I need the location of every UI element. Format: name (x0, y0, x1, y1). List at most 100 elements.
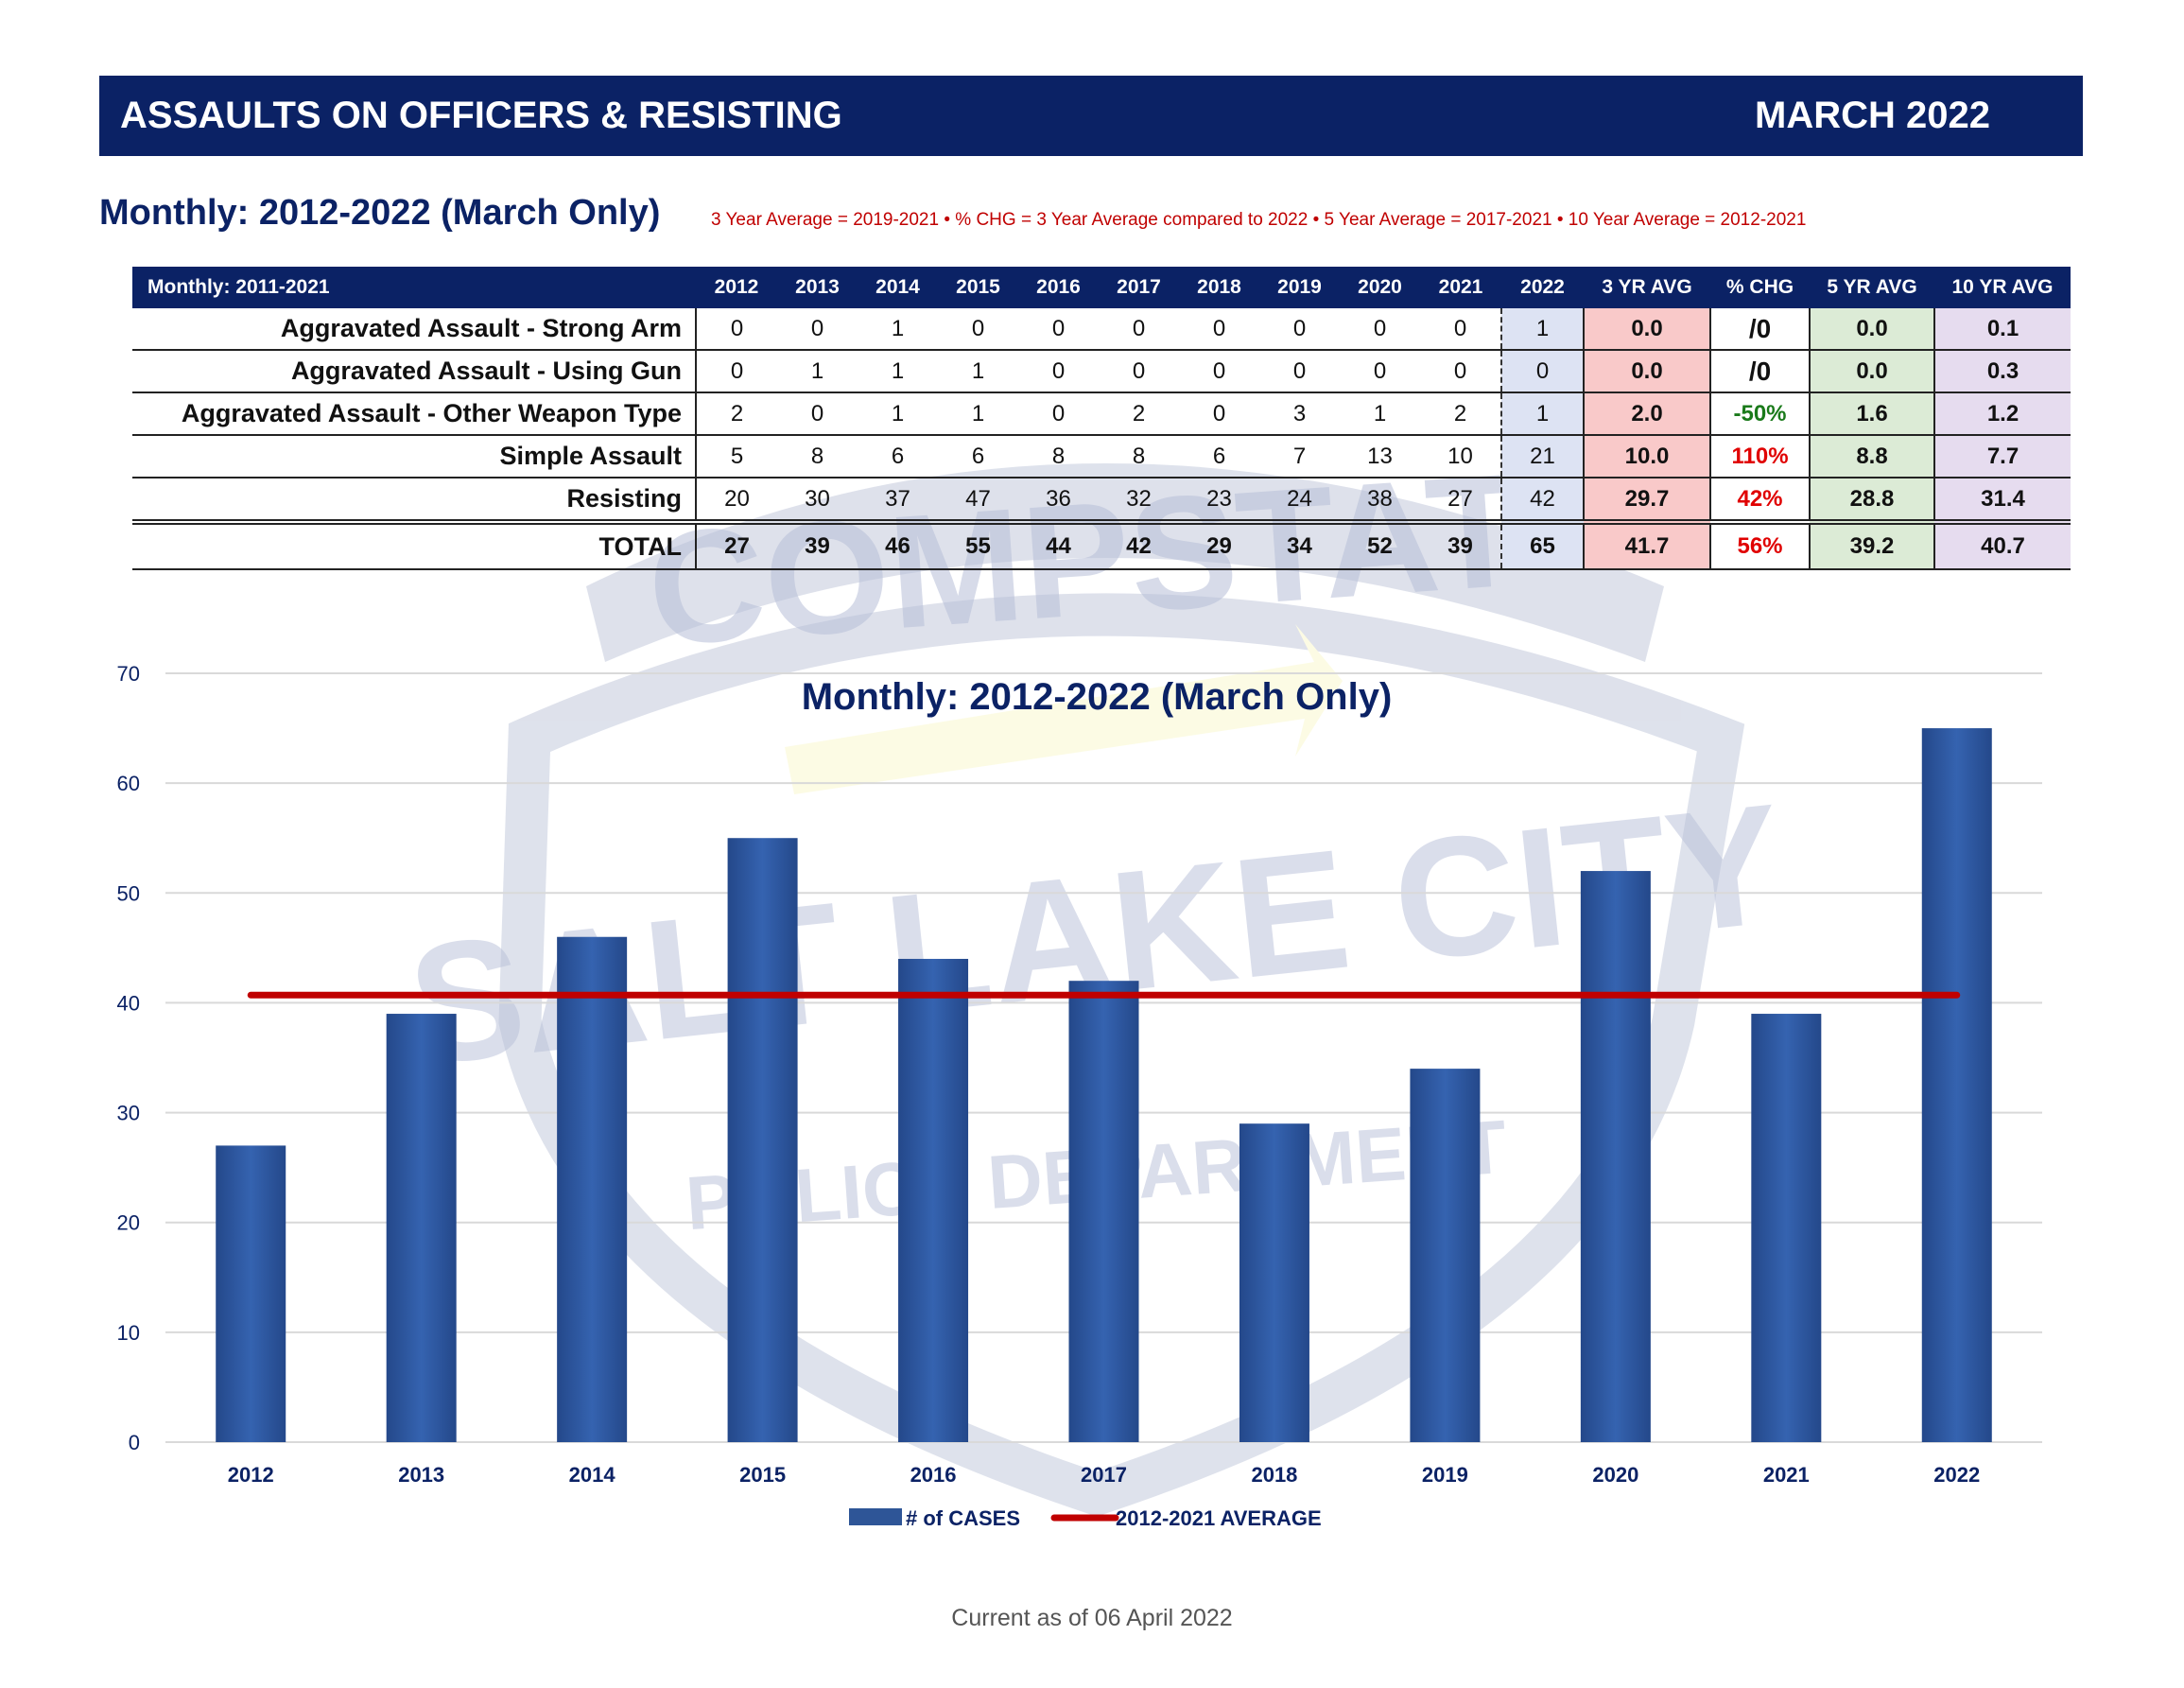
y-tick-label: 40 (117, 991, 140, 1015)
col-header: 2022 (1501, 267, 1584, 308)
year-cell: 0 (1179, 392, 1259, 436)
table-row: Aggravated Assault - Other Weapon Type 2 0… (132, 392, 2071, 436)
y-tick-label: 60 (117, 772, 140, 795)
year-cell: 0 (1500, 350, 1585, 393)
year-cell: 7 (1259, 435, 1340, 479)
year-cell: 0 (1018, 350, 1099, 393)
year-cell: 0 (777, 392, 858, 436)
legend-cases-swatch (849, 1508, 902, 1525)
report-title: ASSAULTS ON OFFICERS & RESISTING (120, 95, 842, 136)
stats-table: Monthly: 2011-2021 2012 2013 2014 2015 2… (132, 267, 2071, 570)
avg10-cell: 0.3 (1934, 350, 2071, 393)
pct-change-cell: /0 (1710, 350, 1811, 393)
y-tick-label: 20 (117, 1211, 140, 1235)
report-period: MARCH 2022 (1755, 95, 1990, 136)
table-row: Simple Assault 5 8 6 6 8 8 6 7 13 10 21 10.0 110% 8.8 7… (132, 435, 2071, 479)
year-cell: 23 (1179, 478, 1259, 523)
legend-cases-label: # of CASES (906, 1506, 1020, 1530)
avg3-cell: 2.0 (1584, 392, 1711, 436)
row-label: Aggravated Assault - Other Weapon Type (132, 392, 697, 436)
x-tick-label: 2013 (398, 1463, 444, 1487)
avg3-cell: 0.0 (1584, 350, 1711, 393)
col-header: 2017 (1099, 267, 1179, 308)
x-tick-label: 2022 (1933, 1463, 1980, 1487)
year-cell: 24 (1259, 478, 1340, 523)
year-cell: 52 (1340, 519, 1420, 570)
year-cell: 0 (1340, 308, 1420, 351)
year-cell: 8 (1099, 435, 1179, 479)
pct-change-cell: 42% (1710, 478, 1811, 523)
chart-title: Monthly: 2012-2022 (March Only) (802, 676, 1393, 718)
avg5-cell: 39.2 (1810, 519, 1935, 570)
year-cell: 0 (1420, 350, 1501, 393)
year-cell: 0 (696, 308, 777, 351)
averages-note: 3 Year Average = 2019-2021 • % CHG = 3 Y… (711, 210, 1807, 230)
bar-2015 (727, 838, 798, 1442)
year-cell: 55 (938, 519, 1018, 570)
year-cell: 0 (1099, 308, 1179, 351)
row-label: TOTAL (132, 519, 697, 570)
total-row: TOTAL 27 39 46 55 44 42 29 34 52 39 65 41.7 56% 39.2 40… (132, 519, 2071, 570)
x-tick-label: 2018 (1251, 1463, 1297, 1487)
y-tick-label: 50 (117, 881, 140, 905)
year-cell: 3 (1259, 392, 1340, 436)
section-subtitle: Monthly: 2012-2022 (March Only) (99, 193, 661, 233)
col-header: 2018 (1179, 267, 1259, 308)
x-tick-label: 2017 (1081, 1463, 1127, 1487)
x-tick-label: 2012 (228, 1463, 274, 1487)
avg3-cell: 10.0 (1584, 435, 1711, 479)
year-cell: 27 (1420, 478, 1501, 523)
year-cell: 0 (938, 308, 1018, 351)
pct-change-cell: 110% (1710, 435, 1811, 479)
x-tick-label: 2019 (1422, 1463, 1468, 1487)
col-header: 3 YR AVG (1584, 267, 1710, 308)
bar-2016 (898, 958, 969, 1442)
year-cell: 38 (1340, 478, 1420, 523)
avg10-cell: 7.7 (1934, 435, 2071, 479)
year-cell: 0 (777, 308, 858, 351)
year-cell: 2 (696, 392, 777, 436)
avg5-cell: 8.8 (1810, 435, 1935, 479)
year-cell: 0 (1018, 392, 1099, 436)
x-tick-label: 2020 (1592, 1463, 1638, 1487)
avg10-cell: 1.2 (1934, 392, 2071, 436)
avg10-cell: 0.1 (1934, 308, 2071, 351)
year-cell: 1 (1340, 392, 1420, 436)
pct-change-cell: /0 (1710, 308, 1811, 351)
year-cell: 65 (1500, 519, 1585, 570)
footer-timestamp: Current as of 06 April 2022 (951, 1605, 1233, 1631)
row-label: Resisting (132, 478, 697, 523)
col-header: 2014 (858, 267, 938, 308)
year-cell: 8 (777, 435, 858, 479)
year-cell: 2 (1099, 392, 1179, 436)
bar-2021 (1751, 1014, 1822, 1442)
year-cell: 0 (1340, 350, 1420, 393)
avg5-cell: 0.0 (1810, 350, 1935, 393)
y-tick-label: 30 (117, 1102, 140, 1125)
year-cell: 13 (1340, 435, 1420, 479)
table-row: Aggravated Assault - Using Gun 0 1 1 1 0 0 0 0 0 0… (132, 350, 2071, 393)
year-cell: 5 (696, 435, 777, 479)
y-tick-label: 0 (129, 1431, 140, 1454)
year-cell: 42 (1500, 478, 1585, 523)
col-header: 10 YR AVG (1934, 267, 2071, 308)
col-header: 2020 (1340, 267, 1420, 308)
avg5-cell: 0.0 (1810, 308, 1935, 351)
year-cell: 36 (1018, 478, 1099, 523)
year-cell: 21 (1500, 435, 1585, 479)
avg5-cell: 1.6 (1810, 392, 1935, 436)
year-cell: 0 (1179, 308, 1259, 351)
year-cell: 42 (1099, 519, 1179, 570)
pct-change-cell: 56% (1710, 519, 1811, 570)
x-tick-label: 2016 (910, 1463, 957, 1487)
header-banner: ASSAULTS ON OFFICERS & RESISTING MARCH 2… (99, 76, 2083, 156)
legend-average-label: 2012-2021 AVERAGE (1116, 1506, 1322, 1530)
year-cell: 27 (696, 519, 777, 570)
year-cell: 0 (1420, 308, 1501, 351)
year-cell: 29 (1179, 519, 1259, 570)
bar-2017 (1068, 981, 1139, 1442)
bar-2012 (216, 1145, 286, 1442)
col-header: 5 YR AVG (1810, 267, 1934, 308)
row-label: Aggravated Assault - Using Gun (132, 350, 697, 393)
